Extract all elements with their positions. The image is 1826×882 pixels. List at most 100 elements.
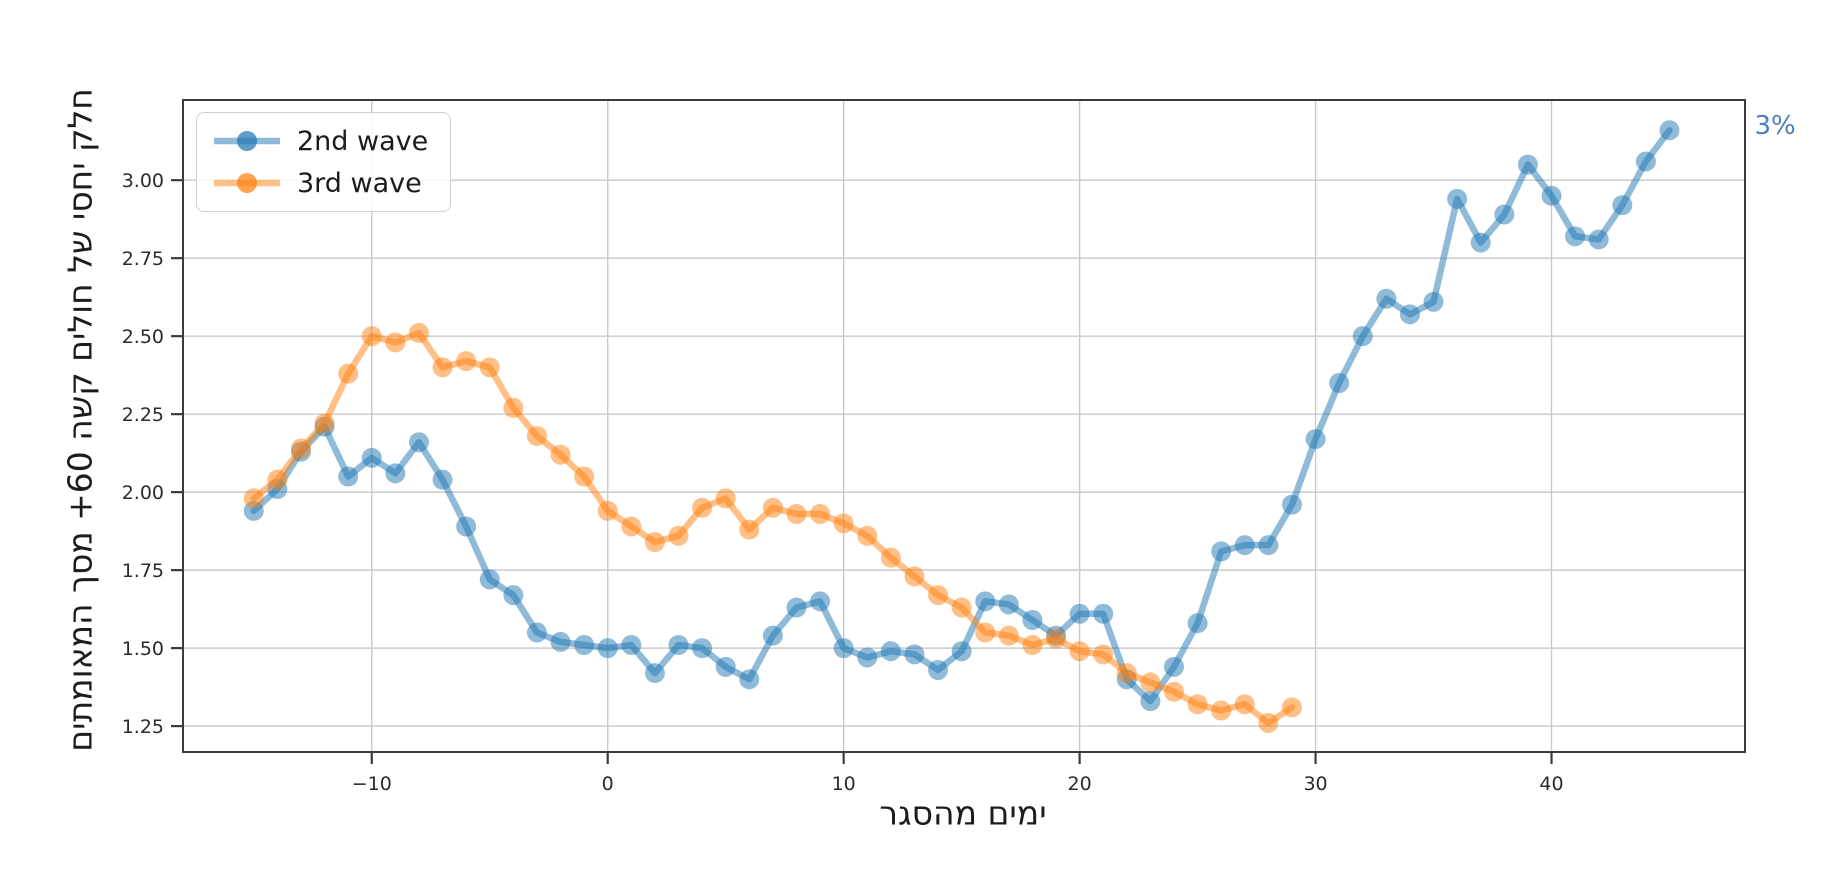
data-marker-2nd-wave bbox=[1470, 232, 1491, 253]
data-marker-3rd-wave bbox=[833, 513, 854, 534]
data-marker-2nd-wave bbox=[1163, 656, 1184, 677]
data-marker-2nd-wave bbox=[1305, 429, 1326, 450]
data-marker-2nd-wave bbox=[1352, 326, 1373, 347]
data-marker-3rd-wave bbox=[928, 585, 949, 606]
data-marker-3rd-wave bbox=[1187, 694, 1208, 715]
data-marker-3rd-wave bbox=[975, 622, 996, 643]
data-marker-3rd-wave bbox=[786, 503, 807, 524]
data-marker-3rd-wave bbox=[432, 357, 453, 378]
legend: 2nd wave 3rd wave bbox=[196, 112, 452, 212]
data-marker-2nd-wave bbox=[574, 634, 595, 655]
data-marker-3rd-wave bbox=[1022, 634, 1043, 655]
data-marker-2nd-wave bbox=[1612, 195, 1633, 216]
data-marker-2nd-wave bbox=[1376, 288, 1397, 309]
data-marker-2nd-wave bbox=[975, 591, 996, 612]
x-tick-label: 40 bbox=[1539, 773, 1563, 795]
data-marker-3rd-wave bbox=[1140, 672, 1161, 693]
data-marker-2nd-wave bbox=[408, 432, 429, 453]
data-marker-3rd-wave bbox=[951, 597, 972, 618]
data-marker-2nd-wave bbox=[880, 641, 901, 662]
data-marker-2nd-wave bbox=[810, 591, 831, 612]
data-marker-3rd-wave bbox=[314, 413, 335, 434]
series-line-3rd-wave bbox=[250, 329, 1296, 727]
x-tick-label: 30 bbox=[1303, 773, 1327, 795]
data-marker-3rd-wave bbox=[998, 625, 1019, 646]
data-marker-3rd-wave bbox=[479, 357, 500, 378]
data-marker-2nd-wave bbox=[1022, 610, 1043, 631]
data-marker-3rd-wave bbox=[810, 503, 831, 524]
data-marker-3rd-wave bbox=[1234, 694, 1255, 715]
data-marker-2nd-wave bbox=[1447, 188, 1468, 209]
data-marker-3rd-wave bbox=[385, 332, 406, 353]
legend-line-marker-icon bbox=[214, 131, 280, 151]
data-marker-2nd-wave bbox=[928, 659, 949, 680]
data-marker-3rd-wave bbox=[243, 488, 264, 509]
data-marker-3rd-wave bbox=[857, 525, 878, 546]
data-marker-2nd-wave bbox=[786, 597, 807, 618]
axes-frame bbox=[182, 99, 1746, 753]
data-marker-3rd-wave bbox=[880, 547, 901, 568]
data-marker-3rd-wave bbox=[1258, 712, 1279, 733]
data-marker-2nd-wave bbox=[1211, 541, 1232, 562]
data-marker-3rd-wave bbox=[644, 532, 665, 553]
data-marker-3rd-wave bbox=[1281, 697, 1302, 718]
legend-line-marker-icon bbox=[214, 173, 280, 193]
data-marker-2nd-wave bbox=[1635, 151, 1656, 172]
data-marker-3rd-wave bbox=[762, 497, 783, 518]
data-marker-2nd-wave bbox=[338, 466, 359, 487]
y-tick-label: 2.75 bbox=[122, 248, 164, 270]
y-tick-label: 2.25 bbox=[122, 404, 164, 426]
y-axis-label: חלק יחסי של חולים קשה 60+ מסך המאומתים bbox=[60, 88, 100, 752]
y-tick-label: 2.00 bbox=[122, 482, 164, 504]
data-marker-3rd-wave bbox=[1093, 644, 1114, 665]
data-marker-3rd-wave bbox=[1046, 628, 1067, 649]
data-marker-3rd-wave bbox=[267, 469, 288, 490]
data-marker-2nd-wave bbox=[361, 447, 382, 468]
data-marker-2nd-wave bbox=[1187, 613, 1208, 634]
y-tick-label: 1.75 bbox=[122, 560, 164, 582]
data-marker-2nd-wave bbox=[479, 569, 500, 590]
final-share-annotation: 3% bbox=[1754, 110, 1796, 141]
data-marker-2nd-wave bbox=[1588, 229, 1609, 250]
data-marker-3rd-wave bbox=[503, 397, 524, 418]
data-marker-2nd-wave bbox=[857, 647, 878, 668]
data-marker-3rd-wave bbox=[668, 525, 689, 546]
data-marker-2nd-wave bbox=[739, 669, 760, 690]
y-tick-label: 3.00 bbox=[122, 170, 164, 192]
data-marker-2nd-wave bbox=[1659, 120, 1680, 141]
data-marker-3rd-wave bbox=[456, 351, 477, 372]
data-marker-2nd-wave bbox=[692, 638, 713, 659]
data-marker-3rd-wave bbox=[1211, 700, 1232, 721]
data-marker-2nd-wave bbox=[951, 641, 972, 662]
data-marker-2nd-wave bbox=[904, 644, 925, 665]
data-marker-3rd-wave bbox=[597, 500, 618, 521]
data-marker-3rd-wave bbox=[1069, 641, 1090, 662]
data-marker-2nd-wave bbox=[385, 463, 406, 484]
data-marker-2nd-wave bbox=[668, 634, 689, 655]
data-marker-3rd-wave bbox=[361, 326, 382, 347]
data-marker-2nd-wave bbox=[1565, 226, 1586, 247]
legend-label: 2nd wave bbox=[297, 125, 429, 157]
data-marker-3rd-wave bbox=[408, 323, 429, 344]
x-axis-label: ימים מהסגר bbox=[879, 793, 1047, 833]
data-marker-3rd-wave bbox=[550, 444, 571, 465]
data-marker-2nd-wave bbox=[1258, 535, 1279, 556]
y-tick-label: 1.25 bbox=[122, 716, 164, 738]
data-marker-3rd-wave bbox=[1163, 681, 1184, 702]
data-marker-2nd-wave bbox=[1541, 185, 1562, 206]
data-marker-2nd-wave bbox=[1329, 372, 1350, 393]
data-marker-2nd-wave bbox=[833, 638, 854, 659]
x-tick-label: −10 bbox=[352, 773, 392, 795]
data-marker-3rd-wave bbox=[574, 466, 595, 487]
data-marker-3rd-wave bbox=[526, 425, 547, 446]
data-marker-2nd-wave bbox=[550, 631, 571, 652]
data-marker-2nd-wave bbox=[456, 516, 477, 537]
y-tick-label: 2.50 bbox=[122, 326, 164, 348]
data-marker-2nd-wave bbox=[1281, 494, 1302, 515]
data-marker-2nd-wave bbox=[715, 656, 736, 677]
data-marker-2nd-wave bbox=[1093, 603, 1114, 624]
data-marker-2nd-wave bbox=[1140, 691, 1161, 712]
data-marker-2nd-wave bbox=[503, 585, 524, 606]
